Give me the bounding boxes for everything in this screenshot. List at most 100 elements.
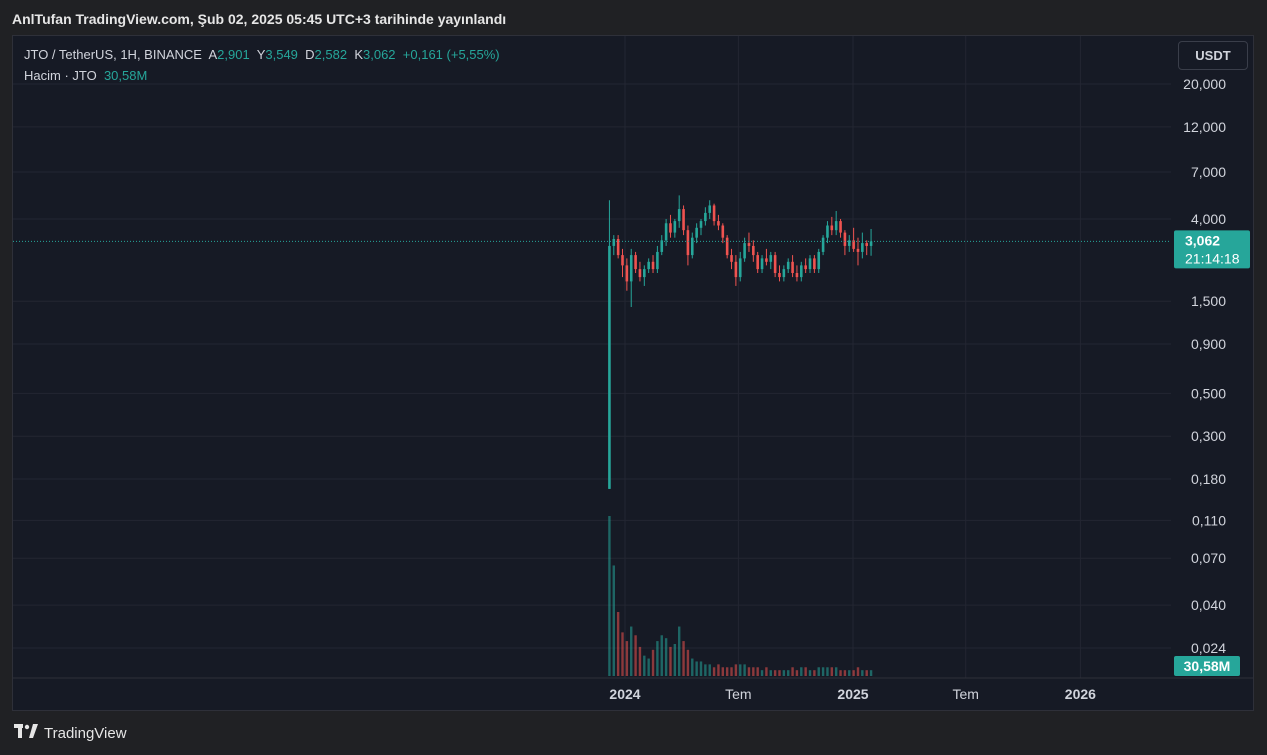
- legend-high-label: Y: [256, 47, 266, 62]
- volume-bar: [778, 670, 781, 676]
- volume-bar: [725, 667, 729, 676]
- volume-legend-label[interactable]: Hacim · JTO: [24, 68, 97, 83]
- volume-bar: [743, 664, 746, 676]
- volume-bar: [608, 516, 611, 676]
- volume-bar: [843, 670, 847, 676]
- volume-bar: [616, 612, 620, 676]
- volume-bar: [800, 667, 803, 676]
- volume-legend: Hacim · JTO 30,58M: [24, 68, 147, 83]
- legend-change: +0,161 (+5,55%): [402, 47, 500, 62]
- x-tick-label: 2024: [609, 686, 640, 702]
- volume-bar: [826, 667, 829, 676]
- tradingview-logo-icon: [14, 724, 38, 742]
- currency-button[interactable]: USDT: [1178, 41, 1248, 70]
- candle-body: [847, 240, 851, 246]
- candle-body: [725, 237, 729, 256]
- volume-bar: [769, 670, 772, 676]
- volume-legend-value: 30,58M: [103, 68, 148, 83]
- volume-tag-label: 30,58M: [1184, 658, 1231, 674]
- candle-body: [743, 243, 746, 259]
- volume-bar: [686, 649, 690, 676]
- volume-bar: [734, 664, 738, 676]
- volume-bar: [721, 667, 725, 676]
- chart-canvas[interactable]: 20,000 12,000 7,000 4,000 1,500 0,900 0,500 0,3…: [13, 36, 1253, 710]
- candle-body: [664, 223, 668, 241]
- volume-bar: [760, 670, 764, 676]
- candle-body: [629, 255, 633, 282]
- candle-body: [756, 255, 759, 270]
- x-tick-label: Tem: [725, 686, 751, 702]
- volume-bar: [717, 664, 720, 676]
- legend-open-label: A: [208, 47, 218, 62]
- volume-bar: [808, 670, 812, 676]
- legend-symbol[interactable]: JTO / TetherUS, 1H, BINANCE: [24, 47, 202, 62]
- ohlc-legend: JTO / TetherUS, 1H, BINANCE A2,901 Y3,54…: [24, 47, 500, 62]
- volume-bar: [677, 626, 681, 676]
- volume-bar: [795, 670, 799, 676]
- volume-bar: [817, 667, 820, 676]
- volume-bar: [856, 667, 860, 676]
- x-tick-label: Tem: [953, 686, 979, 702]
- volume-bar: [621, 632, 624, 676]
- candle-body: [813, 258, 816, 270]
- volume-bar: [813, 670, 816, 676]
- candle-body: [677, 209, 681, 222]
- candle-body: [839, 221, 842, 233]
- chart-frame: 20,000 12,000 7,000 4,000 1,500 0,900 0,500 0,3…: [12, 35, 1254, 711]
- candle-body: [856, 248, 860, 252]
- volume-bar: [643, 655, 646, 676]
- volume-bar: [747, 667, 751, 676]
- candle-body: [638, 269, 642, 278]
- volume-bar: [804, 667, 807, 676]
- volume-bar: [773, 670, 777, 676]
- volume-bar: [708, 664, 711, 676]
- candle-body: [808, 258, 812, 270]
- candle-body: [699, 221, 703, 228]
- volume-bar: [756, 667, 759, 676]
- candle-body: [656, 251, 659, 270]
- volume-bar: [638, 646, 642, 676]
- volume-bar: [682, 641, 685, 676]
- y-tick-label: 0,024: [1191, 640, 1226, 656]
- volume-bar: [673, 644, 677, 676]
- candle-body: [769, 255, 773, 262]
- volume-bar: [612, 565, 615, 676]
- legend-open-value: 2,901: [217, 47, 250, 62]
- legend-high-value: 3,549: [265, 47, 298, 62]
- candle-body: [804, 265, 807, 270]
- volume-bar: [839, 670, 842, 676]
- candle-body: [608, 245, 611, 489]
- legend-low-value: 2,582: [314, 47, 348, 62]
- candle-body: [682, 209, 685, 231]
- volume-bar: [852, 670, 855, 676]
- candle-body: [738, 258, 742, 278]
- volume-bar: [669, 646, 672, 676]
- x-tick-label: 2025: [837, 686, 868, 702]
- volume-bar: [821, 667, 825, 676]
- volume-bar: [664, 638, 668, 676]
- volume-bar: [861, 670, 864, 676]
- candle-body: [643, 269, 646, 278]
- candle-body: [830, 225, 834, 231]
- candle-body: [695, 227, 698, 238]
- y-tick-label: 12,000: [1183, 119, 1226, 135]
- candle-body: [625, 265, 629, 282]
- candle-body: [791, 261, 794, 274]
- last-price-label: 3,062: [1185, 232, 1220, 248]
- footer-brand: TradingView: [14, 724, 127, 742]
- candle-body: [690, 237, 694, 256]
- candle-body: [634, 255, 637, 270]
- volume-bar: [647, 658, 650, 676]
- volume-bar: [848, 670, 851, 676]
- legend-close-value: 3,062: [363, 47, 396, 62]
- y-tick-label: 7,000: [1191, 164, 1226, 180]
- candle-body: [651, 261, 655, 270]
- volume-bar: [704, 664, 707, 676]
- volume-bar: [834, 667, 838, 676]
- volume-bar: [695, 661, 698, 676]
- candle-body: [616, 239, 620, 256]
- y-tick-label: 0,900: [1191, 336, 1226, 352]
- volume-bar: [765, 667, 768, 676]
- volume-bar: [651, 649, 655, 676]
- volume-bar: [630, 626, 633, 676]
